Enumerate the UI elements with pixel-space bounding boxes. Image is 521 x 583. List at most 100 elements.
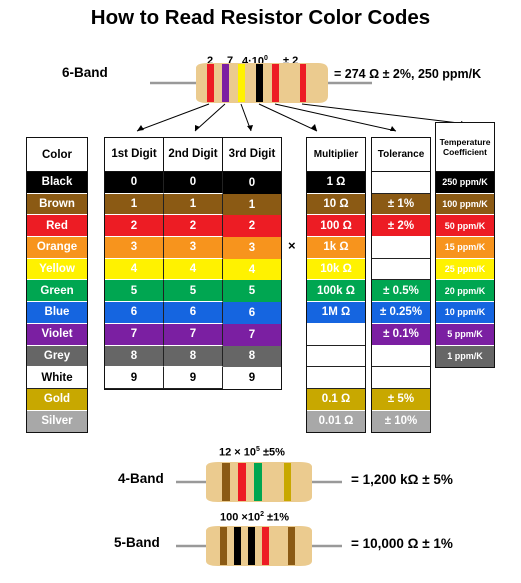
- tolerance-green: ± 0.5%: [372, 280, 430, 303]
- first-digit-header: 1st Digit: [105, 138, 164, 171]
- digit-cell-red-3: 2: [223, 215, 281, 238]
- six-band-arrowheads: [137, 121, 467, 131]
- four-band-band-1: [222, 463, 230, 501]
- tempco-rows: 250 ppm/K 100 ppm/K 50 ppm/K 15 ppm/K 25 ppm…: [436, 172, 494, 368]
- digit-cell-yellow-2: 4: [164, 258, 223, 281]
- digit-cell-blue-1: 6: [105, 302, 164, 324]
- tolerance-header: Tolerance: [372, 138, 430, 172]
- six-band-multiplier-exp: 0: [264, 55, 268, 62]
- five-band-resistor-graphic: [176, 526, 342, 566]
- five-band-digits-base: 100 ×10: [220, 511, 261, 524]
- six-band-digit-1: 2: [207, 55, 214, 67]
- multiplier-white: [307, 367, 365, 389]
- five-band-digits-tol: ±1%: [263, 511, 289, 524]
- digit-cell-red-2: 2: [164, 215, 223, 238]
- tempco-column: Temperature Coefficient 250 ppm/K 100 ppm…: [435, 122, 495, 368]
- digit-cell-black-1: 0: [105, 172, 164, 194]
- digit-cell-violet-3: 7: [223, 323, 281, 346]
- tempco-green: 20 ppm/K: [436, 280, 494, 303]
- five-band-label: 5-Band: [114, 535, 160, 550]
- tempco-header: Temperature Coefficient: [436, 123, 494, 172]
- multiplier-orange: 1k Ω: [307, 237, 365, 259]
- tolerance-rows: ± 1% ± 2% ± 0.5% ± 0.25% ± 0.1% ± 5% ± 10%: [372, 172, 430, 433]
- digit-cell-green-3: 5: [223, 280, 281, 303]
- digit-headers: 1st Digit 2nd Digit 3rd Digit: [105, 138, 281, 172]
- tempco-red: 50 ppm/K: [436, 215, 494, 238]
- color-row-orange: Orange: [27, 237, 87, 259]
- color-row-brown: Brown: [27, 193, 87, 216]
- multiplier-gold: 0.1 Ω: [307, 388, 365, 411]
- digit-cell-white-3: 9: [223, 367, 281, 389]
- color-name-rows: Black Brown Red Orange Yellow Green Blue Violet…: [27, 172, 87, 433]
- multiplier-brown: 10 Ω: [307, 193, 365, 216]
- digit-cell-black-3: 0: [223, 172, 281, 194]
- color-row-violet: Violet: [27, 323, 87, 346]
- tolerance-grey: [372, 345, 430, 368]
- tempco-violet: 5 ppm/K: [436, 323, 494, 346]
- five-band-band-3: [248, 527, 255, 565]
- four-band-band-4: [284, 463, 291, 501]
- six-band-band-5: [272, 64, 279, 102]
- four-band-band-2: [238, 463, 246, 501]
- tempco-orange: 15 ppm/K: [436, 237, 494, 259]
- tempco-grey: 1 ppm/K: [436, 345, 494, 368]
- four-band-band-3: [254, 463, 262, 501]
- four-band-digits: 12 × 105 ±5%: [219, 446, 285, 459]
- six-band-band-1: [207, 64, 214, 102]
- tolerance-column: Tolerance ± 1% ± 2% ± 0.5% ± 0.25% ± 0.1% ± 5…: [371, 137, 431, 433]
- multiplier-column: Multiplier 1 Ω 10 Ω 100 Ω 1k Ω 10k Ω 100k Ω 1M…: [306, 137, 366, 433]
- digit-cell-white-2: 9: [164, 367, 223, 389]
- digit-cell-brown-1: 1: [105, 193, 164, 216]
- tolerance-brown: ± 1%: [372, 193, 430, 216]
- four-band-digits-exp: 5: [256, 446, 260, 453]
- digit-cell-orange-1: 3: [105, 237, 164, 259]
- four-band-formula: = 1,200 kΩ ± 5%: [351, 472, 453, 487]
- multiplier-header: Multiplier: [307, 138, 365, 172]
- tempco-brown: 100 ppm/K: [436, 193, 494, 216]
- five-band-band-1: [220, 527, 227, 565]
- multiplier-green: 100k Ω: [307, 280, 365, 303]
- five-band-body: [206, 526, 312, 566]
- multiplier-red: 100 Ω: [307, 215, 365, 238]
- five-band-band-2: [234, 527, 241, 565]
- digit-cell-blue-3: 6: [223, 302, 281, 324]
- multiplier-yellow: 10k Ω: [307, 258, 365, 281]
- multiplier-rows: 1 Ω 10 Ω 100 Ω 1k Ω 10k Ω 100k Ω 1M Ω 0.1 Ω 0.01…: [307, 172, 365, 433]
- tolerance-gold: ± 5%: [372, 388, 430, 411]
- color-row-silver: Silver: [27, 410, 87, 433]
- six-band-label: 6-Band: [62, 65, 108, 80]
- digit-cell-red-1: 2: [105, 215, 164, 238]
- digit-cell-violet-2: 7: [164, 323, 223, 346]
- five-band-band-5: [288, 527, 295, 565]
- tolerance-white: [372, 367, 430, 389]
- six-band-band-3: [238, 64, 245, 102]
- page-title: How to Read Resistor Color Codes: [90, 6, 431, 29]
- color-row-green: Green: [27, 280, 87, 303]
- second-digit-header: 2nd Digit: [164, 138, 223, 171]
- tolerance-black: [372, 172, 430, 194]
- six-band-band-2: [222, 64, 229, 102]
- color-row-yellow: Yellow: [27, 258, 87, 281]
- multiplier-grey: [307, 345, 365, 368]
- tolerance-yellow: [372, 258, 430, 281]
- six-band-band-6: [300, 64, 306, 102]
- four-band-resistor-graphic: [176, 462, 342, 502]
- tempco-yellow: 25 ppm/K: [436, 258, 494, 281]
- digit-cell-grey-3: 8: [223, 345, 281, 368]
- six-band-formula: = 274 Ω ± 2%, 250 ppm/K: [334, 67, 482, 81]
- color-row-blue: Blue: [27, 302, 87, 324]
- four-band-digits-tol: ±5%: [259, 446, 285, 459]
- multiplier-violet: [307, 323, 365, 346]
- times-symbol: ×: [288, 238, 296, 253]
- digit-cell-violet-1: 7: [105, 323, 164, 346]
- four-band-label: 4-Band: [118, 471, 164, 486]
- third-digit-header: 3rd Digit: [223, 138, 281, 171]
- digit-cell-green-1: 5: [105, 280, 164, 303]
